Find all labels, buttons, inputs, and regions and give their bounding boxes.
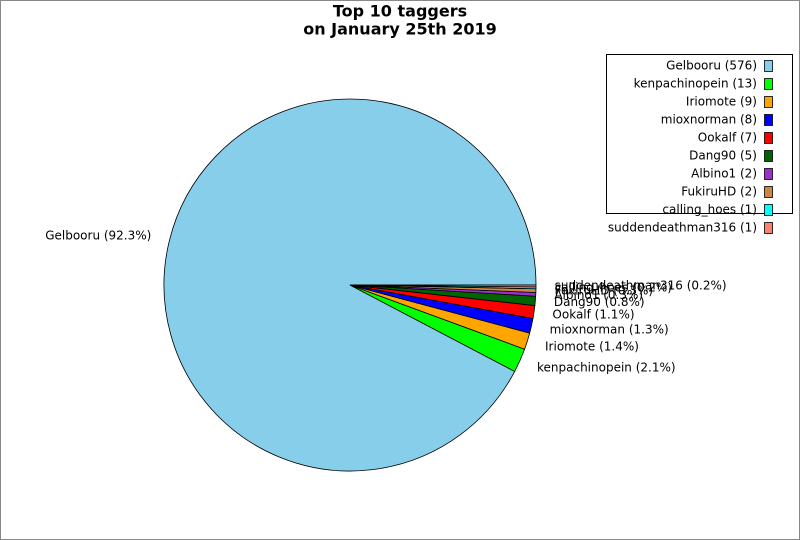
slice-label: calling_hoes (0.2%)	[555, 281, 672, 295]
slice-label: Albino1 (0.3%)	[554, 288, 643, 302]
legend-label: Iriomote (9)	[686, 95, 757, 109]
slice-label: Ookalf (1.1%)	[552, 307, 634, 321]
pie-slice	[163, 98, 537, 472]
slice-label: suddendeathman316 (0.2%)	[555, 279, 727, 293]
legend-swatch	[764, 78, 773, 90]
legend-label: kenpachinopein (13)	[634, 77, 757, 91]
slice-label: kenpachinopein (2.1%)	[537, 361, 676, 375]
legend-swatch	[764, 186, 773, 198]
legend-label: Ookalf (7)	[698, 131, 757, 145]
legend-label: mioxnorman (8)	[661, 113, 757, 127]
legend-swatch	[764, 60, 773, 72]
legend-label: Albino1 (2)	[691, 167, 757, 181]
chart-title: Top 10 taggers	[333, 2, 467, 21]
legend-swatch	[764, 204, 773, 216]
pie-slice	[349, 284, 537, 288]
legend-label: Gelbooru (576)	[666, 59, 757, 73]
legend-label: calling_hoes (1)	[662, 203, 757, 217]
slice-label: Dang90 (0.8%)	[554, 295, 645, 309]
chart-title: on January 25th 2019	[303, 20, 497, 39]
legend-swatch	[764, 168, 773, 180]
legend-swatch	[764, 96, 773, 108]
legend-swatch	[764, 222, 773, 234]
slice-label: Iriomote (1.4%)	[545, 339, 639, 353]
legend-swatch	[764, 132, 773, 144]
legend-swatch	[764, 114, 773, 126]
slice-label: Gelbooru (92.3%)	[45, 229, 151, 243]
legend-label: FukiruHD (2)	[681, 185, 757, 199]
slice-label: mioxnorman (1.3%)	[550, 322, 669, 336]
legend-swatch	[764, 150, 773, 162]
legend-box	[606, 54, 793, 214]
slice-label: FukiruHD (0.3%)	[555, 284, 654, 298]
legend-label: suddendeathman316 (1)	[608, 221, 757, 235]
legend-label: Dang90 (5)	[689, 149, 757, 163]
